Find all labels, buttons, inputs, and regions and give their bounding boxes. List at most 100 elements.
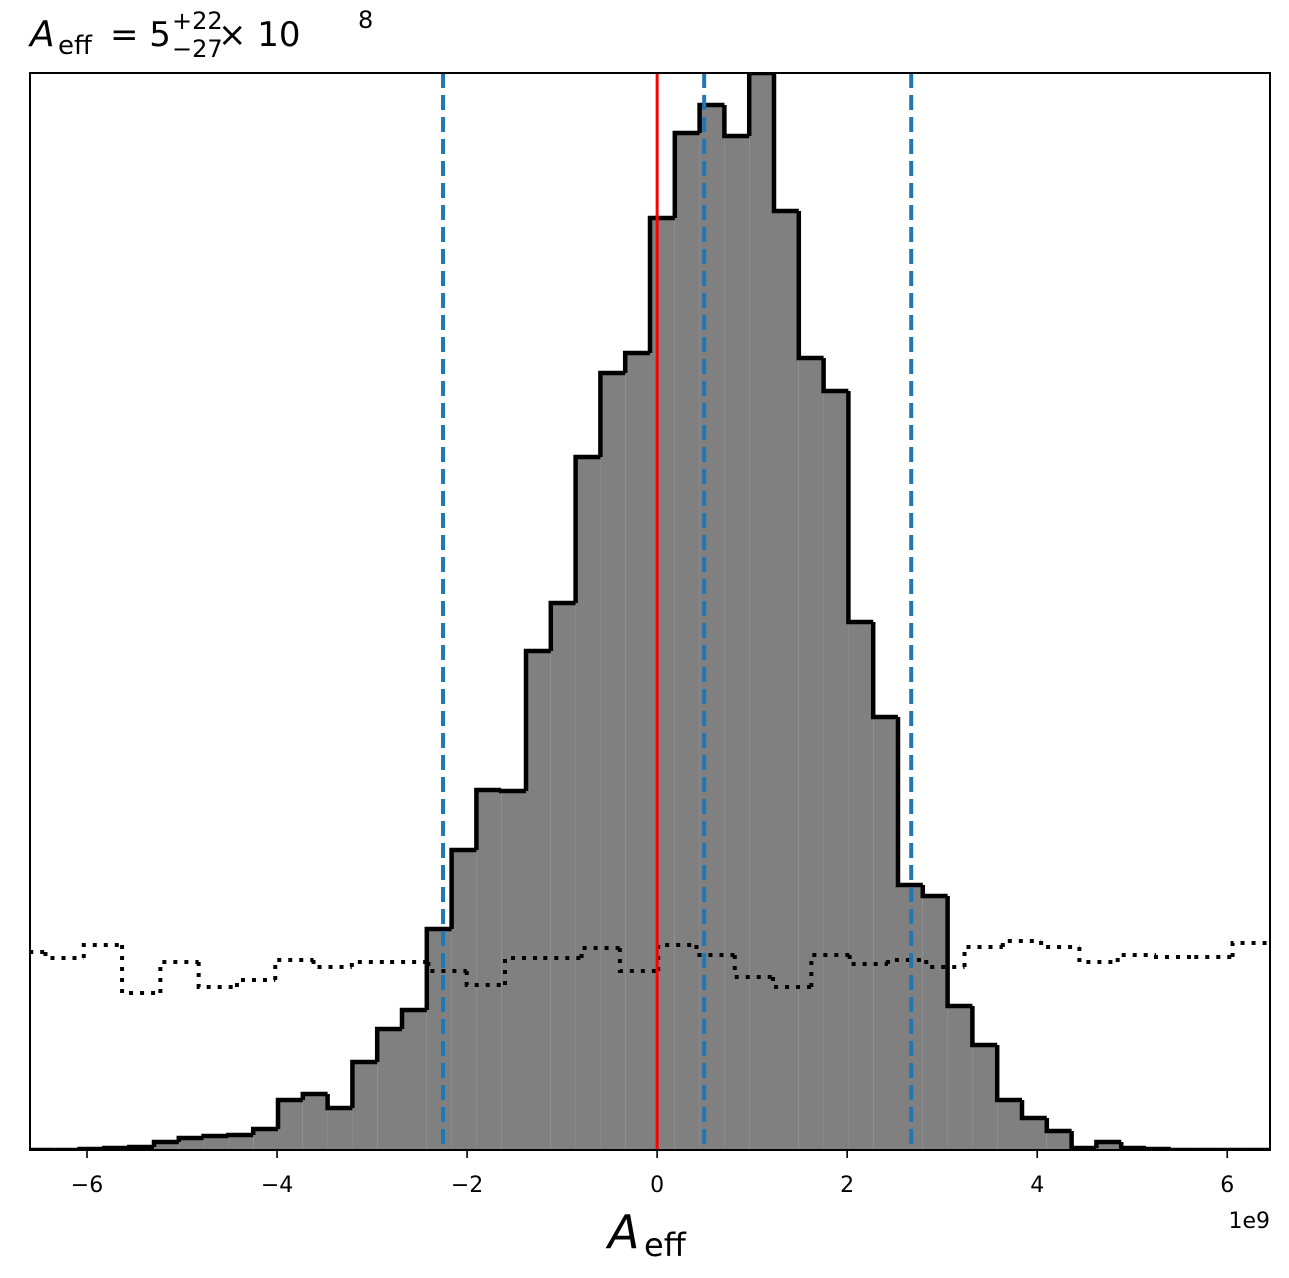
x-tick-label: 4 <box>1030 1173 1044 1198</box>
histogram-bar <box>228 1135 254 1150</box>
histogram-outline <box>102 1145 130 1150</box>
histogram-outline <box>523 648 551 791</box>
histogram-bar <box>1096 1142 1122 1150</box>
histogram-outline <box>796 211 824 361</box>
dotted-step <box>196 962 237 989</box>
histogram-outline <box>498 788 526 794</box>
histogram-outline <box>474 787 502 850</box>
histogram-bar <box>253 1129 278 1150</box>
dotted-step <box>1230 941 1270 957</box>
histogram-bar <box>1046 1131 1072 1150</box>
title-text: = 5 <box>110 15 171 55</box>
histogram-outline <box>771 73 799 214</box>
dotted-step <box>617 948 659 973</box>
histogram-outline <box>325 1094 353 1111</box>
histogram-outline <box>697 102 725 133</box>
x-offset-label: 1e9 <box>1228 1209 1270 1234</box>
histogram-bar <box>402 1010 427 1150</box>
plot-area <box>30 73 1270 1150</box>
histogram-outline <box>870 622 898 720</box>
x-tick-label: 6 <box>1220 1173 1234 1198</box>
histogram-bar <box>650 218 675 1150</box>
histogram-bar <box>302 1094 328 1150</box>
histogram-outline <box>846 391 874 625</box>
histogram-outline <box>126 1144 154 1150</box>
histogram-bar <box>178 1138 204 1150</box>
histogram-outline <box>821 358 849 394</box>
histogram-outline <box>622 350 650 373</box>
dotted-step <box>1000 939 1042 947</box>
histogram-bar <box>451 850 477 1150</box>
histogram-outline <box>399 1007 427 1029</box>
histogram-bar <box>278 1100 303 1150</box>
dotted-step <box>885 958 927 964</box>
histogram-outline <box>1044 1118 1072 1134</box>
histogram-outline <box>1019 1100 1047 1121</box>
histogram-outline <box>647 215 675 353</box>
histogram-bar <box>848 622 874 1150</box>
dotted-step <box>732 955 774 979</box>
histogram-outline <box>1143 1146 1171 1150</box>
title-superscript: 8 <box>358 6 373 34</box>
histogram-bar <box>575 457 601 1150</box>
histogram-outline <box>449 847 477 929</box>
dotted-step <box>809 953 850 987</box>
histogram-bar <box>550 603 576 1150</box>
x-tick-label: 0 <box>650 1173 664 1198</box>
histogram-bar <box>426 929 452 1150</box>
x-label-subscript: eff <box>644 1226 687 1264</box>
dotted-step <box>1077 947 1118 964</box>
dotted-step <box>158 960 199 993</box>
histogram-outline <box>746 73 774 136</box>
x-label: A <box>605 1205 639 1259</box>
histogram-bar <box>526 651 551 1150</box>
histogram-outline <box>300 1091 328 1100</box>
dotted-step <box>81 943 123 958</box>
dotted-step <box>273 958 314 980</box>
title-subscript: eff <box>58 31 93 61</box>
histogram-outline <box>226 1132 254 1138</box>
histogram-outline <box>350 1059 378 1108</box>
dotted-step <box>464 971 506 987</box>
title-symbol: A <box>28 14 55 55</box>
histogram-outline <box>895 717 923 888</box>
dotted-step <box>43 952 84 960</box>
histogram-bar <box>724 136 750 1150</box>
histogram-bar <box>823 391 849 1150</box>
histogram-bar <box>947 1006 973 1150</box>
histogram-outline <box>672 130 700 218</box>
histogram-bar <box>377 1029 402 1150</box>
title-superscript: +22 <box>172 7 223 35</box>
dotted-step <box>120 945 161 995</box>
histogram-bar <box>154 1142 179 1150</box>
dotted-step <box>847 955 888 966</box>
histogram-outline <box>970 1006 998 1048</box>
histogram-bar <box>749 73 774 1150</box>
histogram-bar <box>352 1062 378 1150</box>
histogram-outline <box>945 896 973 1009</box>
histogram-bar <box>972 1045 998 1150</box>
histogram-outline <box>1069 1131 1097 1150</box>
histogram-outline <box>275 1097 303 1129</box>
dotted-step <box>1115 953 1156 962</box>
title: A eff = 5 +22 −27 × 10 8 <box>28 6 373 63</box>
dotted-step <box>1153 955 1195 959</box>
dotted-step <box>311 960 352 969</box>
dotted-step <box>579 946 620 958</box>
dotted-step <box>234 978 276 987</box>
histogram-outline <box>176 1135 204 1142</box>
histogram-bar <box>600 373 626 1150</box>
dotted-step <box>924 960 965 969</box>
histogram-outline <box>598 370 626 457</box>
dotted-step <box>426 962 467 973</box>
histogram-bar <box>1022 1118 1047 1150</box>
x-tick-label: −6 <box>71 1173 103 1198</box>
dotted-step <box>771 977 812 989</box>
histogram-outline <box>1118 1142 1146 1150</box>
histogram-bar <box>997 1100 1022 1150</box>
histogram-bar <box>327 1108 353 1150</box>
histogram-outline <box>424 926 452 1010</box>
histogram-outline <box>374 1026 402 1062</box>
histogram-outline <box>722 105 750 139</box>
